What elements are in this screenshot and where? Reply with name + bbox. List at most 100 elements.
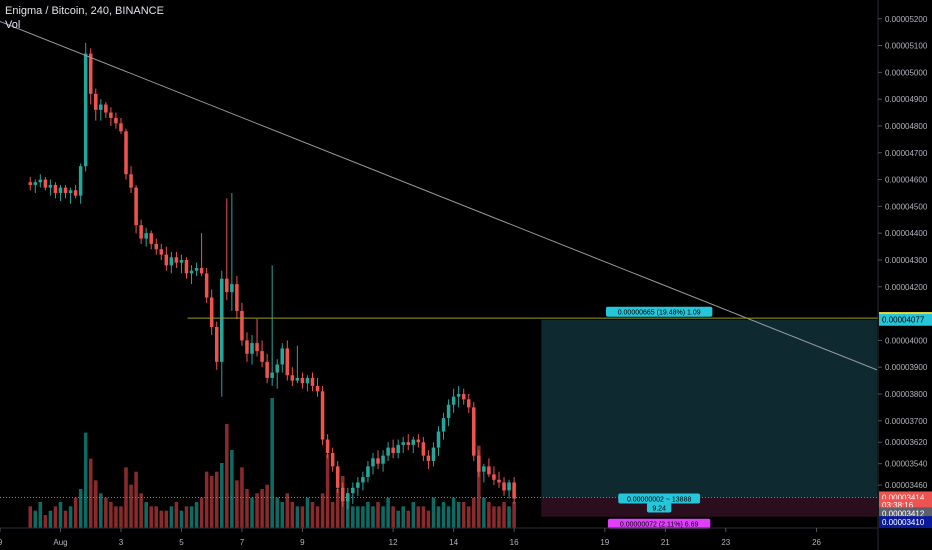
candle-body	[204, 273, 209, 298]
candle-body	[396, 444, 400, 453]
price-tick-label: 0.00004900	[885, 95, 928, 104]
candle-body	[245, 340, 249, 354]
candle-body	[255, 343, 259, 352]
candle-body	[300, 377, 305, 384]
candle-body	[411, 439, 416, 445]
stop-zone	[541, 497, 877, 517]
candle-body	[68, 190, 73, 193]
volume-bar	[497, 506, 501, 528]
time-axis[interactable]: 9 Aug 3 5 7 9 12 14 16 19 21 23 26	[0, 527, 878, 547]
candle-body	[351, 487, 355, 494]
candle-body	[381, 455, 385, 464]
volume-bar	[209, 476, 214, 528]
price-tick-label: 0.00003460	[885, 481, 928, 490]
time-tick-label: Aug	[53, 538, 67, 547]
volume-bar	[240, 467, 244, 528]
volume-bar	[109, 502, 113, 528]
volume-bar	[260, 489, 264, 528]
volume-bar	[472, 497, 476, 528]
volume-bar	[295, 506, 300, 528]
volume-bar	[83, 432, 88, 528]
volume-bar	[184, 506, 189, 528]
candle-body	[431, 447, 436, 461]
candle-body	[43, 179, 48, 188]
volume-bar	[386, 497, 390, 528]
volume-bar	[179, 510, 184, 528]
time-tick-label: 9	[300, 538, 305, 547]
price-tick-label: 0.00004300	[885, 256, 928, 265]
candle-body	[28, 182, 33, 185]
volume-bar	[411, 502, 416, 528]
candle-body	[53, 184, 58, 193]
volume-bar	[255, 493, 259, 528]
candle-body	[436, 431, 441, 448]
volume-bar	[512, 502, 516, 528]
price-tick-label: 0.00003540	[885, 460, 928, 469]
volume-bar	[346, 497, 350, 528]
candle-body	[456, 393, 461, 397]
volume-indicator-label[interactable]: Vol	[5, 19, 21, 31]
volume-bars	[28, 398, 516, 528]
price-tick-label: 0.00004400	[885, 229, 928, 238]
position-label-bottom: 9.24	[652, 505, 666, 512]
price-axis[interactable]: 0.00005200 0.00005100 0.00005000 0.00004900…	[877, 0, 928, 550]
price-tick-label: 0.00004700	[885, 149, 928, 158]
volume-bar	[446, 506, 451, 528]
price-tag-bg	[879, 516, 932, 529]
volume-bar	[33, 510, 38, 528]
candle-body	[446, 404, 451, 419]
volume-bar	[406, 510, 411, 528]
candle-body	[73, 190, 78, 196]
volume-bar	[230, 450, 234, 528]
candle-body	[209, 297, 214, 327]
price-tick-label: 0.00004800	[885, 122, 928, 131]
candle-body	[406, 442, 411, 445]
price-tag-stop: 0.00003410	[882, 518, 925, 527]
candle-body	[386, 447, 390, 456]
volume-bar	[290, 502, 295, 528]
candle-body	[310, 377, 315, 386]
candle-body	[391, 447, 395, 453]
volume-bar	[325, 454, 330, 528]
candle-body	[38, 179, 43, 183]
candle-body	[184, 259, 189, 274]
candle-body	[461, 393, 466, 400]
volume-bar	[164, 510, 169, 528]
price-tick-label: 0.00005100	[885, 42, 928, 51]
candle-body	[225, 278, 229, 293]
candle-body	[48, 184, 53, 188]
candle-body	[330, 452, 335, 467]
volume-bar	[199, 497, 204, 528]
volume-bar	[426, 510, 431, 528]
candle-body	[325, 439, 330, 453]
price-tag-current: 0.00003414	[882, 493, 925, 502]
volume-bar	[356, 506, 360, 528]
volume-bar	[265, 484, 269, 528]
candle-body	[482, 466, 486, 472]
volume-bar	[391, 506, 395, 528]
candle-body	[33, 182, 38, 185]
volume-bar	[381, 506, 385, 528]
price-tag-countdown: 03:38:16	[882, 501, 914, 510]
symbol-title[interactable]: Enigma / Bitcoin, 240, BINANCE	[5, 5, 164, 17]
candle-body	[104, 104, 108, 113]
target-label-bg	[605, 306, 713, 317]
candle-body	[502, 482, 506, 491]
volume-bar	[330, 502, 335, 528]
candle-body	[416, 439, 421, 443]
volume-bar	[154, 506, 159, 528]
volume-bar	[53, 506, 58, 528]
price-tick-label: 0.00003700	[885, 417, 928, 426]
volume-bar	[38, 502, 43, 528]
candle-body	[189, 270, 194, 274]
time-tick-label: 16	[510, 538, 519, 547]
volume-bar	[235, 480, 239, 528]
candle-body	[250, 343, 254, 354]
candle-body	[78, 166, 83, 196]
volume-bar	[189, 506, 194, 528]
volume-bar	[270, 398, 274, 528]
volume-bar	[366, 502, 370, 528]
candle-body	[154, 243, 159, 250]
price-tick-label: 0.00004600	[885, 176, 928, 185]
